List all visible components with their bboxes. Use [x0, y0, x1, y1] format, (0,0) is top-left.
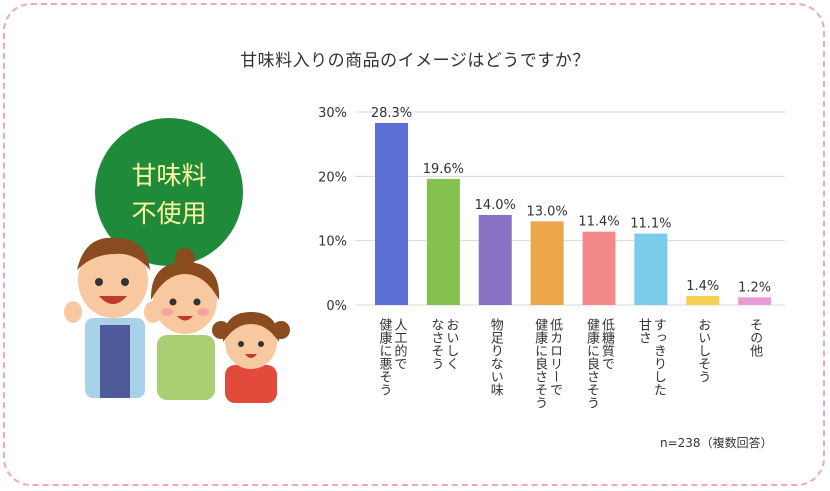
category-label: おいしそう: [695, 318, 711, 383]
family-illustration: [64, 237, 290, 403]
value-label: 19.6%: [423, 162, 464, 177]
category-label: すっきりした 甘さ: [635, 318, 666, 396]
value-label: 11.1%: [630, 217, 671, 232]
value-label: 11.4%: [578, 215, 619, 230]
category-label: おいしく なさそう: [428, 318, 459, 370]
y-tick-label: 20%: [318, 170, 347, 185]
chart-title: 甘味料入りの商品のイメージはどうですか？: [240, 51, 590, 71]
bar: [426, 178, 460, 305]
bar: [582, 231, 616, 305]
category-label: 低カロリーで 健康に良さそう: [532, 318, 563, 409]
y-axis-labels: 30% 20% 10% 0%: [318, 106, 347, 314]
value-label: 13.0%: [526, 204, 567, 219]
bars: [375, 122, 772, 305]
value-label: 1.2%: [738, 280, 771, 295]
bar: [738, 297, 772, 305]
grid-lines: [355, 111, 785, 306]
sample-note: n=238（複数回答）: [660, 436, 773, 450]
bar: [530, 221, 564, 305]
category-label: その他: [747, 318, 763, 357]
badge-line1: 甘味料: [131, 161, 207, 190]
value-label: 14.0%: [475, 198, 516, 213]
category-label: 人工的で 健康に悪そう: [376, 318, 407, 396]
bar: [375, 122, 408, 305]
value-label: 1.4%: [686, 279, 719, 294]
category-label: 物足りない味: [487, 318, 503, 396]
badge-line2: 不使用: [131, 199, 207, 228]
value-labels: 28.3% 19.6% 14.0% 13.0% 11.4% 11.1% 1.4% 1.2%: [371, 106, 771, 295]
category-label: 低糖質で 健康に良さそう: [584, 318, 614, 409]
bar: [634, 233, 668, 305]
y-tick-label: 10%: [318, 235, 347, 250]
card-frame: [3, 3, 825, 486]
bar: [478, 214, 512, 305]
value-label: 28.3%: [371, 106, 412, 121]
y-tick-label: 30%: [318, 106, 347, 121]
y-tick-label: 0%: [326, 299, 347, 314]
bar: [686, 295, 720, 305]
